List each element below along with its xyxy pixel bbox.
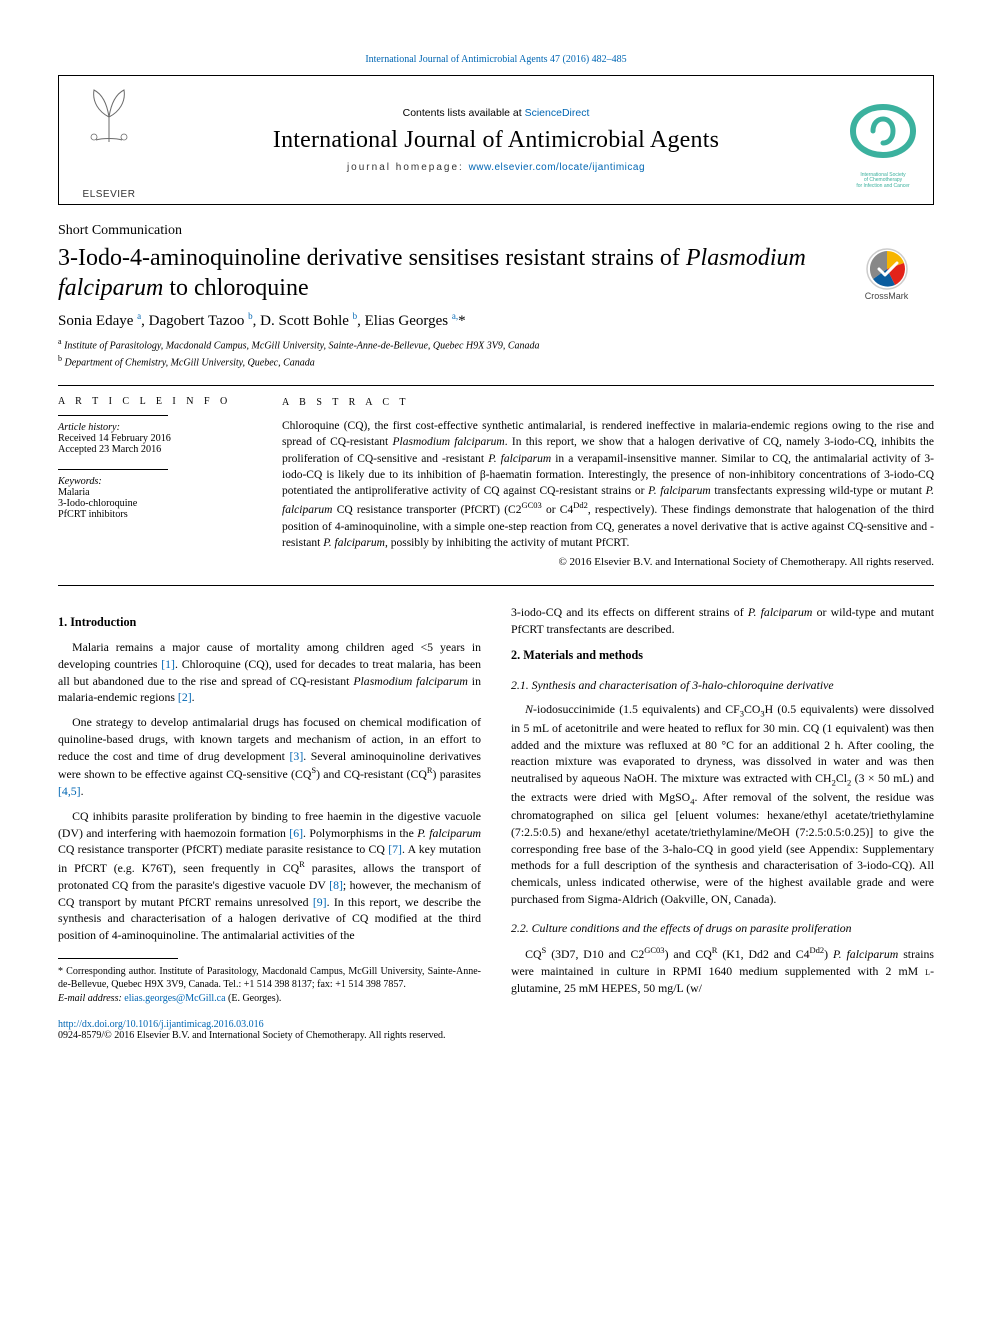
doi-line: http://dx.doi.org/10.1016/j.ijantimicag.… <box>58 1019 934 1030</box>
intro-p2: One strategy to develop antimalarial dru… <box>58 714 481 800</box>
elsevier-tree-icon <box>74 82 144 152</box>
authors-line: Sonia Edaye a, Dagobert Tazoo b, D. Scot… <box>58 311 934 330</box>
affil-a: Institute of Parasitology, Macdonald Cam… <box>64 340 539 351</box>
article-info: A R T I C L E I N F O Article history: R… <box>58 396 256 571</box>
society-logo-block: International Society of Chemotherapy fo… <box>833 76 933 204</box>
history-label: Article history: <box>58 422 120 433</box>
intro-p3: CQ inhibits parasite proliferation by bi… <box>58 808 481 944</box>
article-info-heading: A R T I C L E I N F O <box>58 396 256 407</box>
history-received: Received 14 February 2016 <box>58 433 256 444</box>
crossmark-label: CrossMark <box>865 291 909 301</box>
society-logo-icon <box>843 91 923 171</box>
citation-link[interactable]: International Journal of Antimicrobial A… <box>365 54 626 65</box>
heading-introduction: 1. Introduction <box>58 614 481 631</box>
heading-mm-2-1: 2.1. Synthesis and characterisation of 3… <box>511 677 934 694</box>
citation-line: International Journal of Antimicrobial A… <box>58 54 934 65</box>
footnotes: * Corresponding author. Institute of Par… <box>58 965 481 1006</box>
mm-p1: N-iodosuccinimide (1.5 equivalents) and … <box>511 701 934 907</box>
journal-title: International Journal of Antimicrobial A… <box>273 127 719 154</box>
journal-header: ELSEVIER Contents lists available at Sci… <box>58 75 934 205</box>
mm-p2: CQS (3D7, D10 and C2GC03) and CQR (K1, D… <box>511 944 934 996</box>
history-accepted: Accepted 23 March 2016 <box>58 444 256 455</box>
homepage-link[interactable]: www.elsevier.com/locate/ijantimicag <box>469 162 645 173</box>
contents-prefix: Contents lists available at <box>403 107 525 119</box>
heading-mm-2-2: 2.2. Culture conditions and the effects … <box>511 920 934 937</box>
email-link[interactable]: elias.georges@McGill.ca <box>124 993 225 1004</box>
keyword-0: Malaria <box>58 487 256 498</box>
keyword-2: PfCRT inhibitors <box>58 509 256 520</box>
title-part2: to chloroquine <box>163 275 308 301</box>
contents-line: Contents lists available at ScienceDirec… <box>403 107 590 119</box>
crossmark-badge[interactable]: CrossMark <box>839 247 934 301</box>
article-type: Short Communication <box>58 223 934 239</box>
abstract-copyright: © 2016 Elsevier B.V. and International S… <box>282 555 934 571</box>
sciencedirect-link[interactable]: ScienceDirect <box>525 107 590 119</box>
doi-link[interactable]: http://dx.doi.org/10.1016/j.ijantimicag.… <box>58 1019 264 1030</box>
corresponding-author: * Corresponding author. Institute of Par… <box>58 965 481 992</box>
email-tail: (E. Georges). <box>226 993 282 1004</box>
body-columns: 1. Introduction Malaria remains a major … <box>58 604 934 1005</box>
rule-top <box>58 385 934 386</box>
affiliations: a Institute of Parasitology, Macdonald C… <box>58 336 934 371</box>
abstract-heading: A B S T R A C T <box>282 396 934 410</box>
footnote-separator <box>58 958 178 959</box>
elsevier-wordmark: ELSEVIER <box>83 189 136 200</box>
abstract-text: Chloroquine (CQ), the first cost-effecti… <box>282 418 934 551</box>
journal-homepage-line: journal homepage: www.elsevier.com/locat… <box>347 162 645 173</box>
intro-p1: Malaria remains a major cause of mortali… <box>58 639 481 706</box>
intro-p3-cont: 3-iodo-CQ and its effects on different s… <box>511 604 934 638</box>
publisher-block: ELSEVIER <box>59 76 159 204</box>
rule-mid <box>58 585 934 586</box>
title-part1: 3-Iodo-4-aminoquinoline derivative sensi… <box>58 245 686 271</box>
paper-title: 3-Iodo-4-aminoquinoline derivative sensi… <box>58 243 819 303</box>
keyword-1: 3-Iodo-chloroquine <box>58 498 256 509</box>
homepage-prefix: journal homepage: <box>347 162 469 173</box>
heading-mm: 2. Materials and methods <box>511 647 934 664</box>
abstract: A B S T R A C T Chloroquine (CQ), the fi… <box>282 396 934 571</box>
affil-b: Department of Chemistry, McGill Universi… <box>65 358 315 369</box>
email-label: E-mail address: <box>58 993 124 1004</box>
society-label-3: for Infection and Cancer <box>856 183 909 189</box>
issn-line: 0924-8579/© 2016 Elsevier B.V. and Inter… <box>58 1030 934 1041</box>
keywords-label: Keywords: <box>58 476 102 487</box>
